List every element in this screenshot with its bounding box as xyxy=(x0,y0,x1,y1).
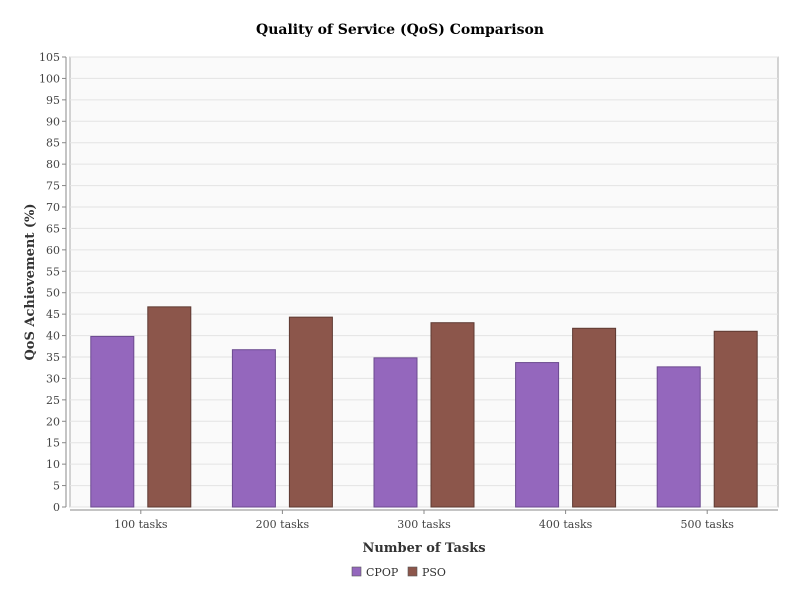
y-tick-label: 70 xyxy=(46,201,60,214)
y-tick-label: 100 xyxy=(39,72,60,85)
y-tick-label: 0 xyxy=(53,501,60,514)
y-tick-label: 55 xyxy=(46,265,60,278)
y-tick-label: 75 xyxy=(46,180,60,193)
bar-pso-2 xyxy=(288,316,333,508)
y-tick-label: 80 xyxy=(46,158,60,171)
y-tick-label: 10 xyxy=(46,458,60,471)
y-tick-label: 45 xyxy=(46,308,60,321)
y-tick-label: 95 xyxy=(46,94,60,107)
y-tick-label: 85 xyxy=(46,137,60,150)
y-tick-label: 60 xyxy=(46,244,60,257)
y-axis-ticks: 0 5 10 15 20 25 30 35 40 45 50 55 60 65 70 75 80 85 90 95 10… xyxy=(39,51,66,514)
y-tick-label: 90 xyxy=(46,115,60,128)
y-axis-title: QoS Achievement (%) xyxy=(23,203,38,360)
x-tick-label: 300 tasks xyxy=(397,518,451,531)
bar-pso-4 xyxy=(572,327,617,508)
y-tick-label: 30 xyxy=(46,372,60,385)
y-tick-label: 35 xyxy=(46,351,60,364)
bar-cpop-4 xyxy=(515,362,560,508)
legend-swatch-cpop xyxy=(351,566,362,577)
legend-swatch-pso xyxy=(407,566,418,577)
x-axis-ticks: 100 tasks 200 tasks 300 tasks 400 tasks 500 … xyxy=(114,510,734,531)
x-axis-title: Number of Tasks xyxy=(362,541,485,556)
y-tick-label: 40 xyxy=(46,330,60,343)
legend-label-pso: PSO xyxy=(422,566,446,579)
y-tick-label: 50 xyxy=(46,287,60,300)
chart-title: Quality of Service (QoS) Comparison xyxy=(256,22,544,38)
x-tick-label: 100 tasks xyxy=(114,518,168,531)
y-tick-label: 5 xyxy=(53,480,60,493)
legend: CPOP PSO xyxy=(351,566,446,579)
bar-cpop-3 xyxy=(373,357,418,508)
x-tick-label: 200 tasks xyxy=(256,518,310,531)
bars xyxy=(90,306,758,508)
y-tick-label: 15 xyxy=(46,437,60,450)
bar-cpop-1 xyxy=(90,335,135,508)
x-tick-label: 500 tasks xyxy=(680,518,734,531)
bar-pso-5 xyxy=(713,330,758,508)
bar-cpop-5 xyxy=(656,366,701,508)
y-tick-label: 105 xyxy=(39,51,60,64)
bar-pso-3 xyxy=(430,322,475,508)
bar-pso-1 xyxy=(147,306,192,508)
y-tick-label: 20 xyxy=(46,415,60,428)
bar-cpop-2 xyxy=(231,349,276,508)
y-tick-label: 25 xyxy=(46,394,60,407)
x-tick-label: 400 tasks xyxy=(539,518,593,531)
legend-label-cpop: CPOP xyxy=(366,566,399,579)
y-tick-label: 65 xyxy=(46,222,60,235)
